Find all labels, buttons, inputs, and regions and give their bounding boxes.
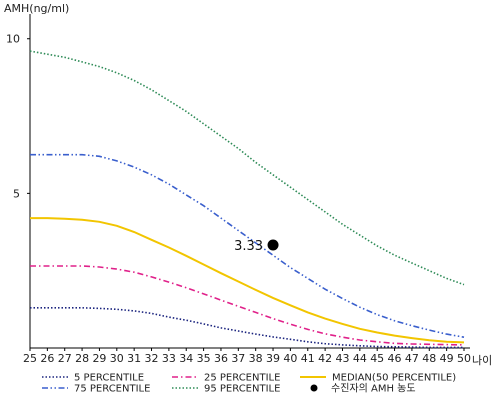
x-tick-label: 38 (249, 352, 263, 365)
legend-label: MEDIAN(50 PERCENTILE) (332, 373, 456, 384)
y-axis-title: AMH(ng/ml) (4, 2, 69, 15)
x-tick-label: 27 (58, 352, 72, 365)
x-tick-label: 26 (40, 352, 54, 365)
x-tick-label: 32 (145, 352, 159, 365)
patient-marker: 3.33 (234, 239, 279, 254)
x-tick-label: 49 (440, 352, 454, 365)
legend: 5 PERCENTILE 25 PERCENTILE MEDIAN(50 PERCE… (42, 373, 456, 395)
x-tick-label: 29 (92, 352, 106, 365)
x-tick-label: 47 (405, 352, 419, 365)
x-tick-label: 40 (283, 352, 297, 365)
x-tick-label: 45 (370, 352, 384, 365)
series-lines (29, 50, 465, 349)
y-tick-label: 10 (6, 33, 20, 46)
series-line-median-50-percentile (30, 217, 465, 344)
x-tick-label: 50 (457, 352, 471, 365)
x-tick-label: 31 (127, 352, 141, 365)
x-tick-label: 33 (162, 352, 176, 365)
legend-marker-dot (310, 384, 318, 392)
legend-label: 75 PERCENTILE (74, 384, 150, 395)
x-tick-label: 34 (179, 352, 193, 365)
patient-amh-value-label: 3.33 (234, 239, 263, 254)
x-axis-title: 나이 (472, 354, 492, 367)
x-tick-label: 48 (422, 352, 436, 365)
legend-label: 5 PERCENTILE (74, 373, 144, 384)
patient-amh-point (267, 239, 279, 251)
x-tick-label: 36 (214, 352, 228, 365)
axes: 25 26 27 28 29 30 31 32 33 34 35 36 37 38 39 40 41 42 43 44… (4, 2, 492, 367)
x-tick-label: 39 (266, 352, 280, 365)
series-line-5-percentile (30, 307, 464, 349)
series-line-95-percentile (29, 50, 465, 286)
legend-label: 25 PERCENTILE (204, 373, 280, 384)
y-tick-label: 5 (13, 187, 20, 200)
x-tick-label: 44 (353, 352, 367, 365)
x-tick-label: 30 (110, 352, 124, 365)
x-tick-label: 35 (197, 352, 211, 365)
x-tick-label: 28 (75, 352, 89, 365)
legend-label: 95 PERCENTILE (204, 384, 280, 395)
x-tick-label: 37 (231, 352, 245, 365)
x-tick-label: 46 (388, 352, 402, 365)
x-tick-label: 25 (23, 352, 37, 365)
x-tick-label: 43 (335, 352, 349, 365)
x-tick-label: 42 (318, 352, 332, 365)
series-line-25-percentile (30, 265, 465, 346)
legend-label: 수진자의 AMH 농도 (331, 383, 416, 395)
x-tick-label: 41 (301, 352, 315, 365)
